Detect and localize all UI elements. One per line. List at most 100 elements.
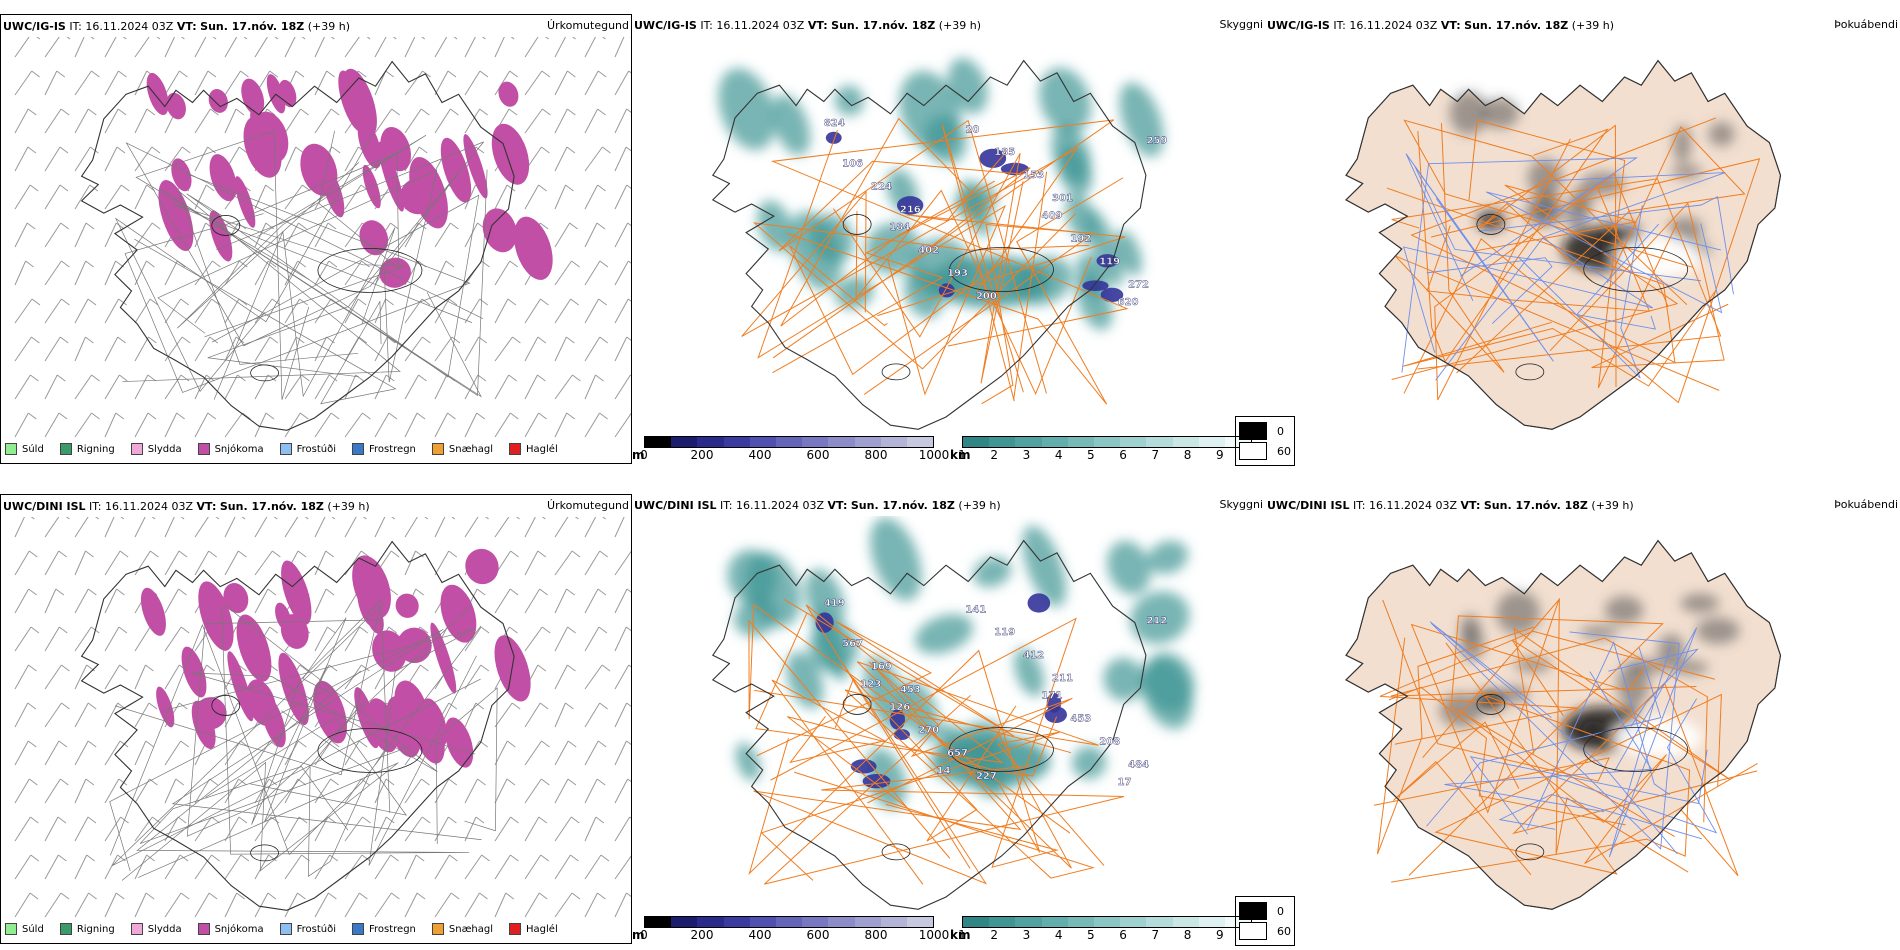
cloud-base-labels: 419 453 227 211 484 169 657 412 208 567 270 119 453 2…: [824, 598, 1168, 788]
cloud-base-label: 119: [994, 627, 1015, 638]
legend-item: Snæhagl: [431, 443, 493, 455]
cloud-base-label: 484: [1128, 760, 1149, 771]
header-model: UWC/IG-IS: [634, 18, 697, 32]
header-vt-label: VT:: [176, 19, 197, 33]
coastline: [80, 540, 515, 911]
cloud-base-label: 419: [824, 598, 845, 609]
cloud-base-label: 106: [842, 159, 863, 170]
colorbar-tick: 0: [640, 928, 648, 942]
cloud-base-label: 216: [900, 205, 921, 216]
precip-type-panel: UWC/IG-IS IT: 16.11.2024 03Z VT: Sun. 17…: [0, 14, 632, 464]
header-lead: (+39 h): [1591, 498, 1634, 512]
legend-item: Súld: [5, 923, 44, 935]
precip-type-legend: Súld Rigning Slydda Snjókoma Frostúði Frostre…: [5, 443, 568, 455]
colorbar-tick: 5: [1087, 448, 1095, 462]
fog-key-label: 0: [1277, 904, 1284, 918]
legend-swatch: [5, 923, 17, 935]
header-vt-value: Sun. 17.nóv. 18Z: [219, 499, 324, 513]
colorbar-tick: 6: [1119, 448, 1127, 462]
colorbar-cell: [645, 917, 672, 927]
cloud-base-label: 409: [1041, 211, 1062, 222]
header-lead: (+39 h): [1571, 18, 1614, 32]
colorbar-cell: [697, 917, 724, 927]
cloud_base_scale-colorbar: 0 200 400 600 800 1000 m: [632, 916, 949, 942]
cloud-base-label: 402: [918, 245, 939, 256]
coastline: [711, 539, 1147, 910]
cloud-base-label: 224: [871, 182, 892, 193]
visibility-panel: UWC/DINI ISL IT: 16.11.2024 03Z VT: Sun.…: [632, 494, 1265, 942]
fog-key-row: 0: [1239, 422, 1291, 440]
colorbar-cell: [1120, 437, 1147, 447]
cloud-base-label: 301: [1052, 193, 1073, 204]
header-vt-value: Sun. 17.nóv. 18Z: [1464, 18, 1569, 32]
legend-swatch: [509, 923, 522, 935]
legend-swatch: [197, 923, 210, 935]
colorbar-cell: [671, 437, 698, 447]
colorbar-cell: [1015, 917, 1042, 927]
fog-key-swatch: [1239, 902, 1267, 920]
header-it-value: 16.11.2024 03Z: [85, 19, 174, 33]
legend-swatch: [5, 443, 17, 455]
road-network: [114, 130, 488, 405]
panel-header: UWC/IG-IS IT: 16.11.2024 03Z VT: Sun. 17…: [1265, 14, 1900, 36]
panel-title: Úrkomutegund: [547, 19, 629, 32]
cloud-base-label: 171: [1041, 691, 1062, 702]
colorbar-cell: [802, 437, 829, 447]
fog-key-swatch: [1239, 922, 1267, 940]
panel-header: UWC/IG-IS IT: 16.11.2024 03Z VT: Sun. 17…: [1, 15, 631, 37]
header-lead: (+39 h): [958, 498, 1001, 512]
colorbar-cell: [1146, 437, 1173, 447]
header-vt-value: Sun. 17.nóv. 18Z: [1483, 498, 1588, 512]
legend-item: Snjókoma: [197, 443, 264, 455]
glacier-outlines: [211, 695, 423, 862]
header-vt-value: Sun. 17.nóv. 18Z: [200, 19, 305, 33]
colorbar-cell: [906, 437, 934, 447]
legend-label: Súld: [22, 923, 44, 935]
panel-header: UWC/DINI ISL IT: 16.11.2024 03Z VT: Sun.…: [632, 494, 1265, 516]
legend-label: Rigning: [76, 923, 115, 935]
cloud-base-label: 412: [1023, 650, 1044, 661]
cloud-base-label: 193: [947, 268, 968, 279]
header-it-value: 16.11.2024 03Z: [716, 18, 805, 32]
colorbar-tick: 800: [864, 448, 888, 462]
header-vt-label: VT:: [1440, 18, 1461, 32]
cloud-base-label: 212: [1146, 616, 1167, 627]
legend-item: Snjókoma: [197, 923, 264, 935]
cloud-base-label: 453: [1070, 714, 1091, 725]
colorbar-cell: [723, 917, 750, 927]
colorbar-tick: 3: [1022, 448, 1031, 462]
header-model: UWC/IG-IS: [3, 19, 66, 33]
colorbar-tick: 600: [806, 928, 830, 942]
legend-swatch: [431, 923, 444, 935]
colorbar-tick: 400: [748, 928, 772, 942]
colorbar-cell: [989, 437, 1016, 447]
header-model: UWC/DINI ISL: [634, 498, 717, 512]
glacier-outlines: [842, 694, 1054, 861]
colorbar-cell: [749, 917, 776, 927]
legend-swatch: [279, 443, 292, 455]
panel-title: Skyggni: [1219, 18, 1263, 31]
legend-label: Snæhagl: [448, 923, 494, 935]
iceland-map: 824 216 200 301 272 224 193 153 119 106 402 185 192 2…: [711, 57, 1168, 430]
coastline: [80, 60, 515, 431]
iceland-map: [1345, 539, 1782, 910]
colorbar-cell: [1041, 437, 1068, 447]
colorbar-tick: 200: [690, 928, 714, 942]
colorbar-cell: [906, 917, 934, 927]
coastline: [1345, 539, 1782, 910]
fog-key-row: 60: [1239, 442, 1291, 460]
cloud-base-label: 259: [1146, 136, 1167, 147]
colorbar-tick: 5: [1087, 928, 1095, 942]
cloud-base-label: 123: [860, 679, 881, 690]
precip-type-panel: UWC/DINI ISL IT: 16.11.2024 03Z VT: Sun.…: [0, 494, 632, 944]
cloud-base-label: 119: [1099, 257, 1120, 268]
colorbar-cell: [723, 437, 750, 447]
colorbar-tick: 4: [1054, 928, 1063, 942]
colorbar-cell: [1067, 437, 1094, 447]
header-it-value: 16.11.2024 03Z: [1349, 18, 1438, 32]
road-network: [1386, 117, 1761, 404]
colorbar-tick: 400: [748, 448, 772, 462]
cloud-base-label: 169: [871, 662, 892, 673]
colorbar-cell: [828, 437, 855, 447]
colorbar-cell: [775, 437, 803, 447]
